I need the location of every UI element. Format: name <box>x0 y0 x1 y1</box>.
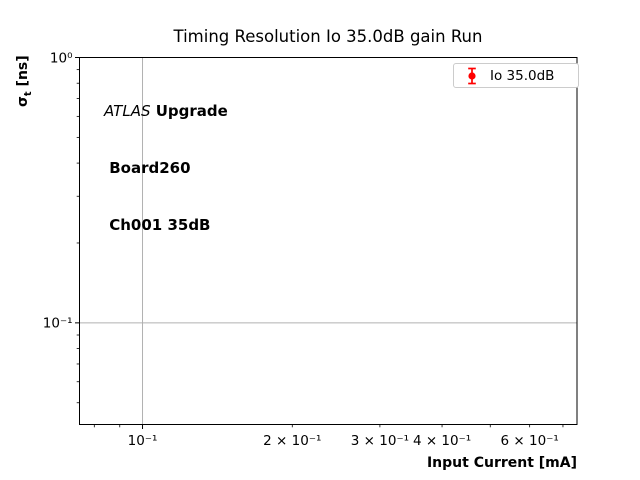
y-tick-label: 10⁻¹ <box>43 316 73 332</box>
y-tick-label: 10⁰ <box>50 50 73 66</box>
x-tick-label: 10⁻¹ <box>128 433 158 449</box>
annotation-line-3: Ch001 35dB <box>104 216 211 234</box>
annotation-upgrade: Upgrade <box>150 102 228 120</box>
chart-title: Timing Resolution Io 35.0dB gain Run <box>173 27 483 46</box>
x-tick-label: 3 × 10⁻¹ <box>351 433 409 449</box>
y-axis-label-sigma: σ <box>15 96 31 107</box>
y-axis-label-subscript: t <box>22 91 34 97</box>
errorbar-marker-icon <box>468 67 476 84</box>
legend-box: Io 35.0dB <box>453 63 579 88</box>
annotation-line-2: Board260 <box>104 159 191 177</box>
annotation-block: ATLAS Upgrade Board260 Ch001 35dB <box>104 64 228 273</box>
x-axis-label: Input Current [mA] <box>426 455 577 471</box>
y-axis-label: σt [ns] <box>15 55 34 107</box>
legend-label: Io 35.0dB <box>490 67 555 84</box>
x-tick-label: 6 × 10⁻¹ <box>501 433 559 449</box>
y-axis-label-units: [ns] <box>15 55 31 92</box>
annotation-line-1: ATLAS Upgrade <box>104 102 228 121</box>
annotation-atlas: ATLAS <box>104 102 151 120</box>
x-tick-label: 2 × 10⁻¹ <box>263 433 321 449</box>
axes-frame <box>79 57 578 425</box>
x-tick-label: 4 × 10⁻¹ <box>413 433 471 449</box>
